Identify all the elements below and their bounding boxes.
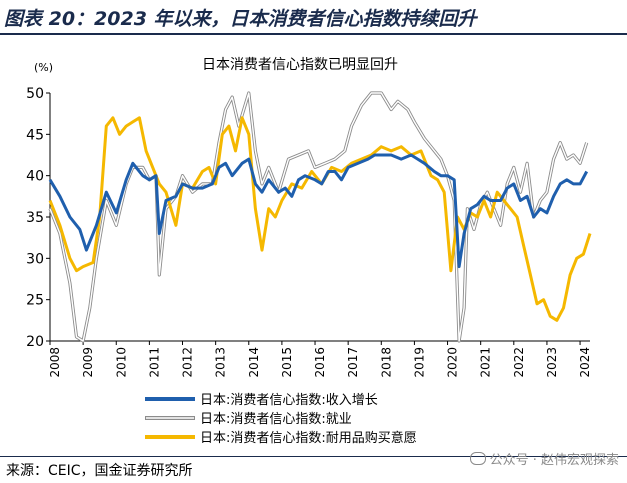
y-tick-label: 35 [26, 210, 44, 226]
y-tick-label: 40 [26, 169, 44, 185]
x-tick-label: 2018 [379, 347, 393, 378]
series-group [48, 91, 592, 343]
y-axis-unit-label: (%) [34, 61, 53, 74]
chart-title: 日本消费者信心指数已明显回升 [202, 57, 398, 73]
y-tick-label: 45 [26, 127, 44, 143]
y-tick-label: 20 [26, 334, 44, 350]
axes-group: 20 25 30 35 40 45 50 2008 2009 2010 2011 2012 2013 20… [26, 86, 592, 378]
watermark-text: 公众号 · 赵伟宏观探索 [489, 453, 619, 468]
chart-container: 日本消费者信心指数已明显回升 (%) 20 25 30 35 40 45 50 2008 200… [0, 36, 627, 456]
x-tick-label: 2023 [545, 347, 559, 378]
x-tick-label: 2019 [412, 347, 426, 378]
series-line-employment [49, 92, 588, 342]
x-tick-label: 2024 [578, 347, 592, 378]
x-tick-label: 2014 [247, 347, 261, 378]
series-line-outline [48, 91, 589, 343]
x-tick-label: 2010 [114, 347, 128, 378]
legend-label: 日本:消费者信心指数:耐用品购买意愿 [200, 430, 417, 446]
series-line-income [48, 153, 589, 269]
x-tick-label: 2017 [346, 347, 360, 378]
x-tick-label: 2015 [280, 347, 294, 378]
y-tick-label: 25 [26, 293, 44, 309]
x-tick-label: 2020 [446, 347, 460, 378]
legend-label: 日本:消费者信心指数:就业 [200, 412, 352, 427]
x-tick-label: 2008 [48, 347, 62, 378]
x-tick-label: 2022 [512, 347, 526, 378]
legend: 日本:消费者信心指数:收入增长日本:消费者信心指数:就业日本:消费者信心指数:耐… [145, 393, 417, 446]
x-tick-label: 2012 [181, 347, 195, 378]
x-tick-label: 2013 [214, 347, 228, 378]
line-chart: 日本消费者信心指数已明显回升 (%) 20 25 30 35 40 45 50 2008 200… [26, 57, 592, 446]
figure-title: 图表 20：2023 年以来，日本消费者信心指数持续回升 [4, 8, 477, 30]
watermark: 公众号 · 赵伟宏观探索 [469, 449, 619, 468]
x-tick-label: 2016 [313, 347, 327, 378]
y-tick-label: 30 [26, 251, 44, 267]
footer-divider [0, 456, 627, 457]
title-divider [0, 33, 627, 35]
x-tick-label: 2009 [81, 347, 95, 378]
legend-label: 日本:消费者信心指数:收入增长 [200, 393, 378, 408]
y-tick-label: 50 [26, 86, 44, 102]
source-note: 来源：CEIC，国金证券研究所 [6, 463, 193, 479]
wechat-icon [469, 452, 486, 465]
x-tick-label: 2011 [147, 347, 161, 378]
series-line-durables [48, 116, 592, 322]
x-tick-label: 2021 [479, 347, 493, 378]
